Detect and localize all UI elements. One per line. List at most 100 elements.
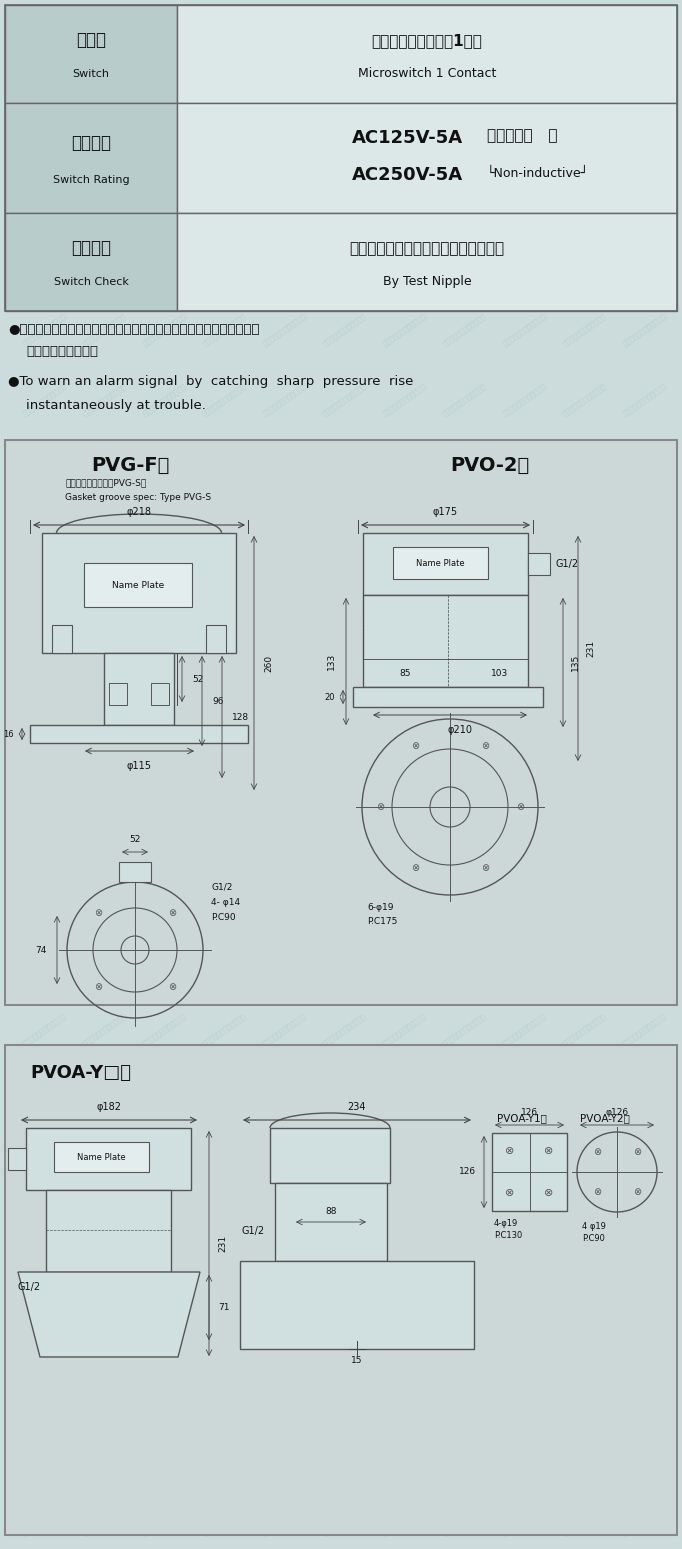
Text: φ126: φ126 — [606, 1108, 629, 1117]
Text: ●異常時の急激な圧力上昇を瞬時にキャッチして電気接点を動作させ: ●異常時の急激な圧力上昇を瞬時にキャッチして電気接点を動作させ — [8, 324, 259, 336]
Text: 长沙信德机电贸易有限公司: 长沙信德机电贸易有限公司 — [262, 872, 308, 908]
Text: 长沙信德机电贸易有限公司: 长沙信德机电贸易有限公司 — [322, 1222, 368, 1258]
Text: 长沙信德机电贸易有限公司: 长沙信德机电贸易有限公司 — [622, 1363, 668, 1397]
Text: 长沙信德机电贸易有限公司: 长沙信德机电贸易有限公司 — [622, 102, 668, 138]
Text: 长沙信德机电贸易有限公司: 长沙信德机电贸易有限公司 — [23, 1503, 68, 1537]
Text: 长沙信德机电贸易有限公司: 长沙信德机电贸易有限公司 — [322, 663, 368, 697]
Text: 6-φ19: 6-φ19 — [367, 903, 394, 912]
Text: 接点定格: 接点定格 — [71, 133, 111, 152]
Text: 长沙信德机电贸易有限公司: 长沙信德机电贸易有限公司 — [83, 872, 128, 908]
Text: 长沙信德机电贸易有限公司: 长沙信德机电贸易有限公司 — [23, 1222, 68, 1258]
Text: 133: 133 — [327, 652, 336, 669]
Bar — [270, 1128, 390, 1183]
Polygon shape — [18, 1272, 200, 1357]
Text: 长沙信德机电贸易有限公司: 长沙信德机电贸易有限公司 — [382, 102, 428, 138]
Text: 15: 15 — [351, 1355, 363, 1365]
Text: 85: 85 — [399, 669, 411, 677]
Text: 长沙信德机电贸易有限公司: 长沙信德机电贸易有限公司 — [382, 452, 428, 488]
Text: 长沙信德机电贸易有限公司: 长沙信德机电贸易有限公司 — [23, 802, 68, 838]
Text: 长沙信德机电贸易有限公司: 长沙信德机电贸易有限公司 — [502, 1293, 548, 1327]
Text: 长沙信德机电贸易有限公司: 长沙信德机电贸易有限公司 — [23, 313, 68, 347]
Text: 长沙信德机电贸易有限公司: 长沙信德机电贸易有限公司 — [562, 1013, 608, 1047]
Text: ⊗: ⊗ — [505, 1146, 515, 1156]
Text: P.C90: P.C90 — [211, 912, 235, 922]
Text: 长沙信德机电贸易有限公司: 长沙信德机电贸易有限公司 — [262, 313, 308, 347]
Text: 96: 96 — [212, 697, 224, 705]
Text: 长沙信德机电贸易有限公司: 长沙信德机电贸易有限公司 — [143, 943, 188, 977]
Text: PVG-F型: PVG-F型 — [91, 455, 169, 474]
Text: 长沙信德机电贸易有限公司: 长沙信德机电贸易有限公司 — [322, 1503, 368, 1537]
Text: 长沙信德机电贸易有限公司: 长沙信德机电贸易有限公司 — [562, 33, 608, 67]
Text: ⊗: ⊗ — [593, 1148, 602, 1157]
Text: 长沙信德机电贸易有限公司: 长沙信德机电贸易有限公司 — [203, 1013, 248, 1047]
Text: ⊗: ⊗ — [94, 982, 102, 991]
Text: 74: 74 — [35, 945, 47, 954]
Text: 长沙信德机电贸易有限公司: 长沙信德机电贸易有限公司 — [442, 313, 488, 347]
Text: 4- φ14: 4- φ14 — [211, 897, 240, 906]
Text: 长沙信德机电贸易有限公司: 长沙信德机电贸易有限公司 — [203, 1363, 248, 1397]
Text: 长沙信德机电贸易有限公司: 长沙信德机电贸易有限公司 — [143, 1222, 188, 1258]
Text: 长沙信德机电贸易有限公司: 长沙信德机电贸易有限公司 — [23, 733, 68, 767]
Text: 长沙信德机电贸易有限公司: 长沙信德机电贸易有限公司 — [83, 33, 128, 67]
Text: 长沙信德机电贸易有限公司: 长沙信德机电贸易有限公司 — [502, 802, 548, 838]
Text: 长沙信德机电贸易有限公司: 长沙信德机电贸易有限公司 — [502, 1222, 548, 1258]
Text: 长沙信德机电贸易有限公司: 长沙信德机电贸易有限公司 — [143, 1293, 188, 1327]
Text: 长沙信德机电贸易有限公司: 长沙信德机电贸易有限公司 — [622, 663, 668, 697]
Text: 长沙信德机电贸易有限公司: 长沙信德机电贸易有限公司 — [562, 733, 608, 767]
Text: マイクロスイッチ，1接点: マイクロスイッチ，1接点 — [372, 33, 482, 48]
Text: 长沙信德机电贸易有限公司: 长沙信德机电贸易有限公司 — [262, 452, 308, 488]
Text: 长沙信德机电贸易有限公司: 长沙信德机电贸易有限公司 — [322, 733, 368, 767]
Text: 长沙信德机电贸易有限公司: 长沙信德机电贸易有限公司 — [143, 872, 188, 908]
Text: 长沙信德机电贸易有限公司: 长沙信德机电贸易有限公司 — [23, 1152, 68, 1188]
Text: 长沙信德机电贸易有限公司: 长沙信德机电贸易有限公司 — [562, 943, 608, 977]
Text: 长沙信德机电贸易有限公司: 长沙信德机电贸易有限公司 — [442, 593, 488, 627]
Text: 长沙信德机电贸易有限公司: 长沙信德机电贸易有限公司 — [143, 452, 188, 488]
Text: 长沙信德机电贸易有限公司: 长沙信德机电贸易有限公司 — [143, 172, 188, 208]
Text: G1/2: G1/2 — [242, 1225, 265, 1236]
Text: 长沙信德机电贸易有限公司: 长沙信德机电贸易有限公司 — [382, 943, 428, 977]
Text: 长沙信德机电贸易有限公司: 长沙信德机电贸易有限公司 — [322, 593, 368, 627]
Text: 长沙信德机电贸易有限公司: 长沙信德机电贸易有限公司 — [622, 522, 668, 558]
Text: 长沙信德机电贸易有限公司: 长沙信德机电贸易有限公司 — [143, 383, 188, 417]
Text: 长沙信德机电贸易有限公司: 长沙信德机电贸易有限公司 — [262, 1293, 308, 1327]
Text: ガスケット溝付き：PVG-S型: ガスケット溝付き：PVG-S型 — [65, 479, 146, 488]
Text: 长沙信德机电贸易有限公司: 长沙信德机电贸易有限公司 — [203, 943, 248, 977]
Text: 长沙信德机电贸易有限公司: 长沙信德机电贸易有限公司 — [502, 1433, 548, 1467]
Bar — [5, 102, 177, 214]
Text: 长沙信德机电贸易有限公司: 长沙信德机电贸易有限公司 — [322, 102, 368, 138]
Text: PVOA-Y2型: PVOA-Y2型 — [580, 1114, 630, 1123]
Text: 长沙信德机电贸易有限公司: 长沙信德机电贸易有限公司 — [203, 802, 248, 838]
Text: 长沙信德机电贸易有限公司: 长沙信德机电贸易有限公司 — [262, 663, 308, 697]
Text: 长沙信德机电贸易有限公司: 长沙信德机电贸易有限公司 — [262, 243, 308, 277]
Text: 长沙信德机电贸易有限公司: 长沙信德机电贸易有限公司 — [442, 872, 488, 908]
Text: 长沙信德机电贸易有限公司: 长沙信德机电贸易有限公司 — [83, 802, 128, 838]
Text: 长沙信德机电贸易有限公司: 长沙信德机电贸易有限公司 — [143, 243, 188, 277]
Text: 长沙信德机电贸易有限公司: 长沙信德机电贸易有限公司 — [23, 452, 68, 488]
Text: 长沙信德机电贸易有限公司: 长沙信德机电贸易有限公司 — [143, 33, 188, 67]
Text: 长沙信德机电贸易有限公司: 长沙信德机电贸易有限公司 — [562, 802, 608, 838]
Text: 点検機構: 点検機構 — [71, 239, 111, 257]
Text: Gasket groove spec: Type PVG-S: Gasket groove spec: Type PVG-S — [65, 493, 211, 502]
Bar — [5, 5, 677, 311]
Text: 长沙信德机电贸易有限公司: 长沙信德机电贸易有限公司 — [382, 733, 428, 767]
Text: 长沙信德机电贸易有限公司: 长沙信德机电贸易有限公司 — [262, 1013, 308, 1047]
Text: 长沙信德机电贸易有限公司: 长沙信德机电贸易有限公司 — [262, 802, 308, 838]
Text: 长沙信德机电贸易有限公司: 长沙信德机电贸易有限公司 — [622, 943, 668, 977]
Text: て信号を出します。: て信号を出します。 — [26, 345, 98, 358]
Text: 长沙信德机电贸易有限公司: 长沙信德机电贸易有限公司 — [502, 172, 548, 208]
Text: ⊗: ⊗ — [411, 742, 419, 751]
Bar — [104, 654, 174, 725]
Text: 长沙信德机电贸易有限公司: 长沙信德机电贸易有限公司 — [83, 1433, 128, 1467]
Bar — [46, 1190, 171, 1272]
Text: 长沙信德机电贸易有限公司: 长沙信德机电贸易有限公司 — [442, 802, 488, 838]
Text: 长沙信德机电贸易有限公司: 长沙信德机电贸易有限公司 — [382, 1013, 428, 1047]
Text: 长沙信德机电贸易有限公司: 长沙信德机电贸易有限公司 — [83, 1503, 128, 1537]
Text: 135: 135 — [571, 654, 580, 671]
Text: 长沙信德机电贸易有限公司: 长沙信德机电贸易有限公司 — [203, 313, 248, 347]
Text: 长沙信德机电贸易有限公司: 长沙信德机电贸易有限公司 — [143, 1503, 188, 1537]
Text: 长沙信德机电贸易有限公司: 长沙信德机电贸易有限公司 — [442, 33, 488, 67]
Text: 长沙信德机电贸易有限公司: 长沙信德机电贸易有限公司 — [622, 1433, 668, 1467]
Text: 长沙信德机电贸易有限公司: 长沙信德机电贸易有限公司 — [143, 1152, 188, 1188]
Text: Switch: Switch — [72, 68, 110, 79]
Text: 长沙信德机电贸易有限公司: 长沙信德机电贸易有限公司 — [442, 943, 488, 977]
